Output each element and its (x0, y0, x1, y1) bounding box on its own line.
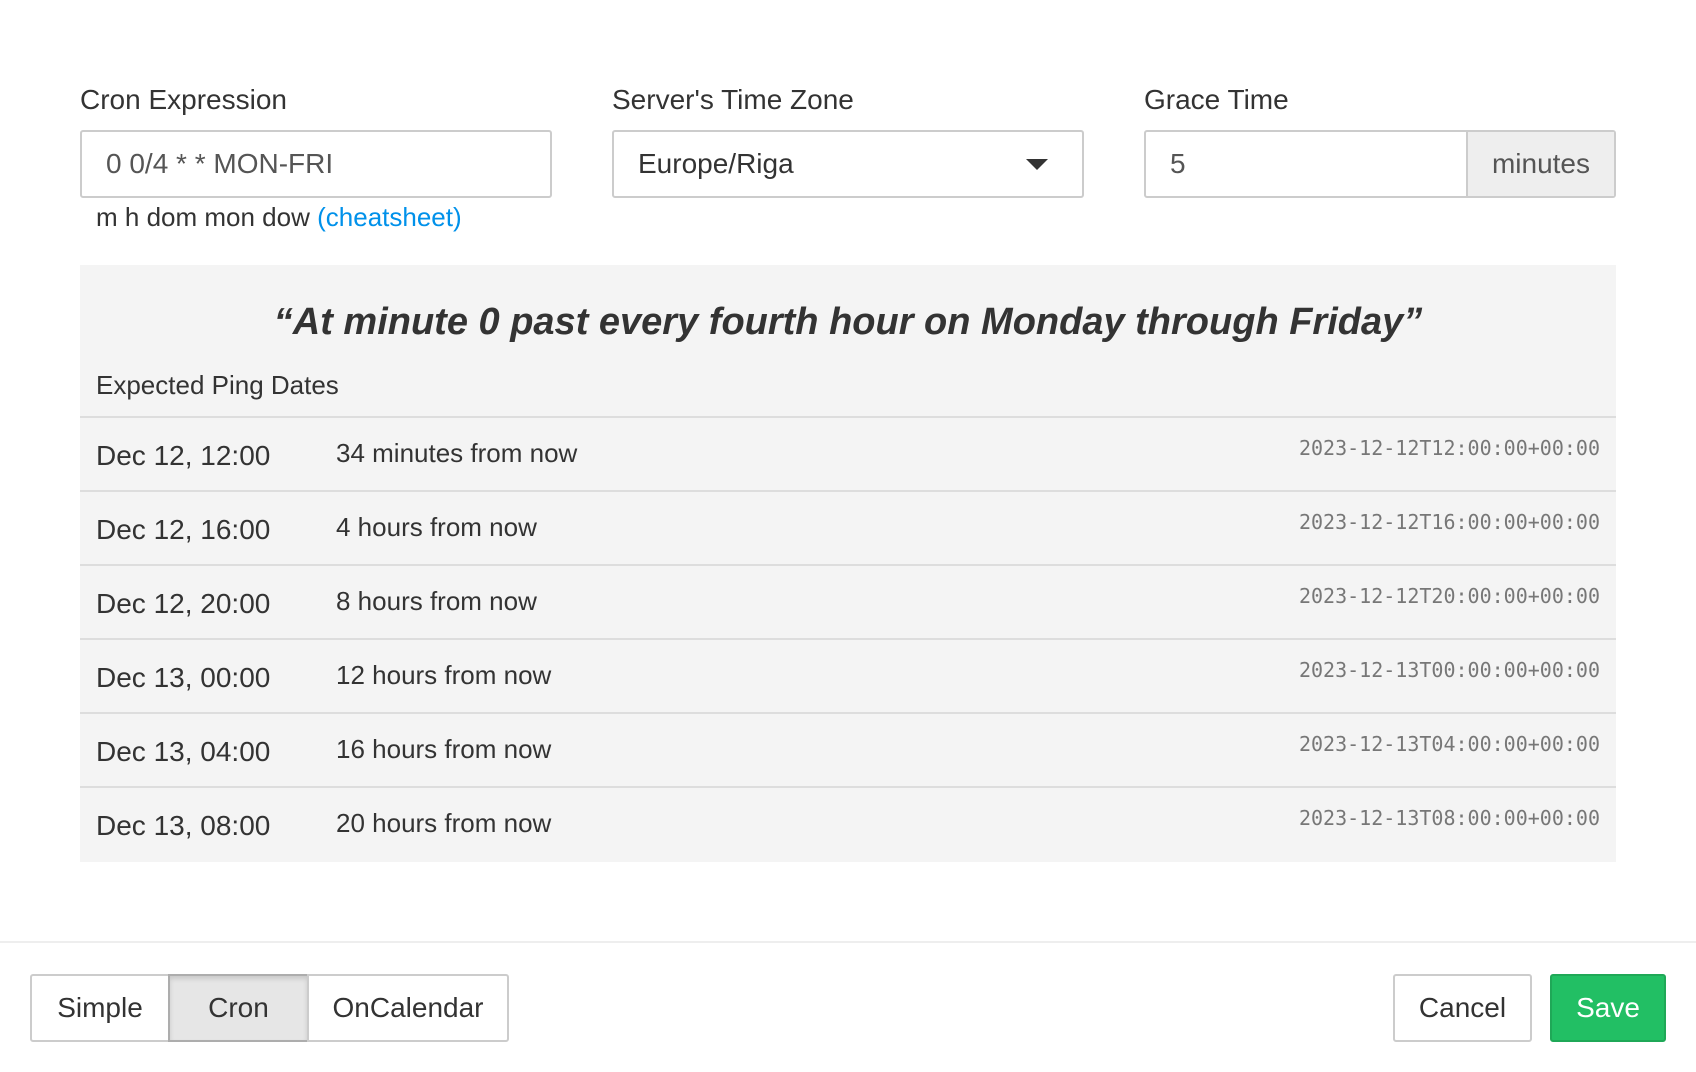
mode-cron-button[interactable]: Cron (168, 974, 309, 1042)
ping-date: Dec 13, 04:00 (96, 736, 271, 767)
cron-description: “At minute 0 past every fourth hour on M… (273, 301, 1423, 343)
ping-iso: 2023-12-13T08:00:00+00:00 (1298, 806, 1600, 830)
cron-expression-label: Cron Expression (80, 84, 287, 115)
save-button[interactable]: Save (1550, 974, 1666, 1042)
chevron-down-icon (1026, 158, 1048, 170)
timezone-select[interactable]: Europe/Riga (612, 130, 1084, 198)
ping-iso: 2023-12-12T12:00:00+00:00 (1298, 436, 1600, 460)
grace-time-label: Grace Time (1144, 84, 1289, 115)
ping-date: Dec 13, 00:00 (96, 662, 271, 693)
table-row: Dec 12, 16:00 4 hours from now 2023-12-12T… (80, 492, 1616, 566)
ping-relative: 34 minutes from now (336, 438, 578, 468)
cancel-button[interactable]: Cancel (1393, 974, 1532, 1042)
table-row: Dec 12, 12:00 34 minutes from now 2023-12-… (80, 418, 1616, 492)
grace-time-field: Grace Time 5 minutes (1144, 84, 1616, 198)
cron-help: m h dom mon dow (cheatsheet) (96, 202, 462, 233)
table-row: Dec 13, 08:00 20 hours from now 2023-12-13… (80, 788, 1616, 862)
timezone-field: Server's Time Zone Europe/Riga (612, 84, 1084, 198)
cron-expression-input[interactable]: 0 0/4 * * MON-FRI (80, 130, 552, 198)
grace-time-input[interactable]: 5 minutes (1144, 130, 1616, 198)
ping-relative: 16 hours from now (336, 734, 552, 764)
ping-date: Dec 13, 08:00 (96, 810, 271, 841)
ping-iso: 2023-12-13T00:00:00+00:00 (1298, 658, 1600, 682)
timezone-value: Europe/Riga (638, 148, 794, 179)
ping-iso: 2023-12-13T04:00:00+00:00 (1298, 732, 1600, 756)
cheatsheet-link[interactable]: (cheatsheet) (317, 202, 462, 232)
table-row: Dec 12, 20:00 8 hours from now 2023-12-12T… (80, 566, 1616, 640)
ping-relative: 12 hours from now (336, 660, 552, 690)
cron-help-text: m h dom mon dow (96, 202, 310, 232)
ping-dates-table: Dec 12, 12:00 34 minutes from now 2023-12-… (80, 416, 1616, 862)
timezone-label: Server's Time Zone (612, 84, 854, 115)
ping-relative: 8 hours from now (336, 586, 537, 616)
ping-iso: 2023-12-12T20:00:00+00:00 (1298, 584, 1600, 608)
grace-time-value: 5 (1170, 148, 1186, 179)
cron-expression-value: 0 0/4 * * MON-FRI (106, 148, 334, 179)
grace-time-unit: minutes (1465, 132, 1614, 196)
ping-date: Dec 12, 16:00 (96, 514, 271, 545)
cron-expression-field: Cron Expression 0 0/4 * * MON-FRI (80, 84, 552, 198)
ping-date: Dec 12, 20:00 (96, 588, 271, 619)
cron-preview-panel: “At minute 0 past every fourth hour on M… (80, 265, 1616, 862)
table-row: Dec 13, 00:00 12 hours from now 2023-12-13… (80, 640, 1616, 714)
ping-date: Dec 12, 12:00 (96, 440, 271, 471)
ping-relative: 20 hours from now (336, 808, 552, 838)
mode-simple-button[interactable]: Simple (30, 974, 170, 1042)
ping-iso: 2023-12-12T16:00:00+00:00 (1298, 510, 1600, 534)
footer-divider (0, 941, 1696, 943)
mode-oncalendar-button[interactable]: OnCalendar (307, 974, 509, 1042)
ping-relative: 4 hours from now (336, 512, 537, 542)
expected-ping-heading: Expected Ping Dates (96, 370, 339, 400)
table-row: Dec 13, 04:00 16 hours from now 2023-12-13… (80, 714, 1616, 788)
